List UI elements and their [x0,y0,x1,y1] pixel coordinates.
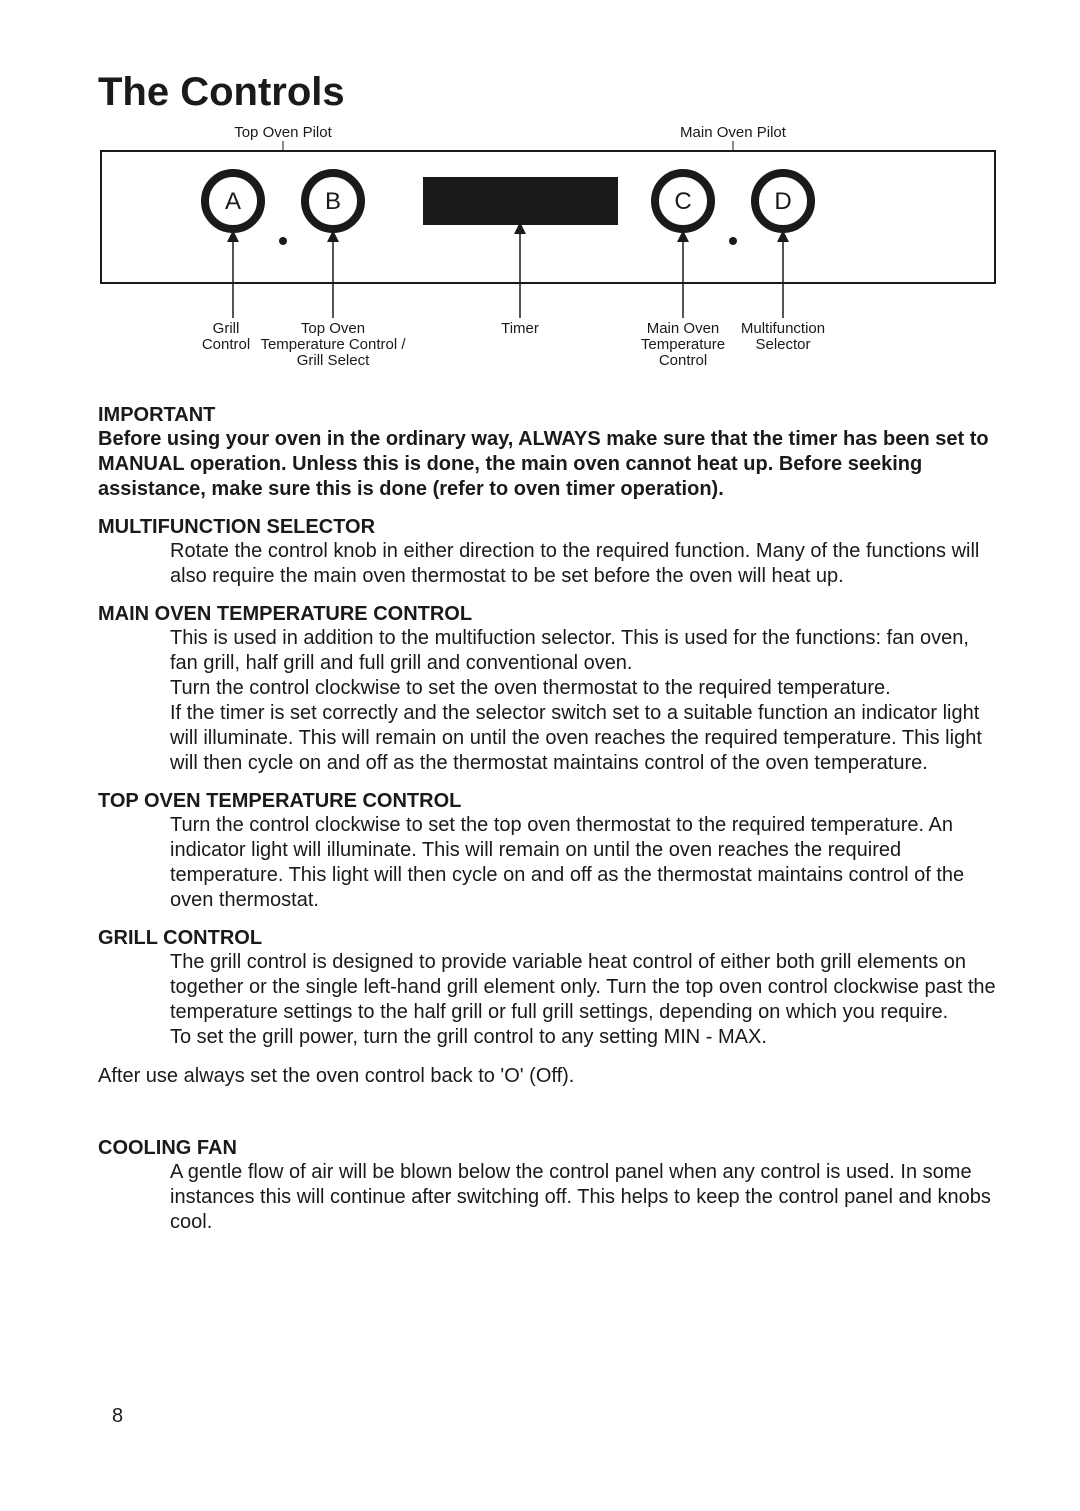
section-main-oven-temp: MAIN OVEN TEMPERATURE CONTROL This is us… [98,603,998,776]
svg-text:Multifunction: Multifunction [741,320,825,337]
page-content: The Controls Top Oven Pilot Main Oven Pil… [98,70,998,1249]
svg-text:C: C [674,188,691,215]
svg-text:A: A [225,188,241,215]
svg-text:B: B [325,188,341,215]
section-grill-control: GRILL CONTROL The grill control is desig… [98,927,998,1050]
svg-text:Main Oven: Main Oven [647,320,720,337]
svg-text:Temperature Control /: Temperature Control / [260,336,406,353]
heading-main-oven-temp: MAIN OVEN TEMPERATURE CONTROL [98,603,998,626]
svg-text:Main Oven Pilot: Main Oven Pilot [680,124,787,141]
body-multifunction: Rotate the control knob in either direct… [170,539,998,589]
heading-multifunction: MULTIFUNCTION SELECTOR [98,516,998,539]
body-grill-control: The grill control is designed to provide… [170,950,998,1050]
after-use-note: After use always set the oven control ba… [98,1064,998,1089]
svg-text:Temperature: Temperature [641,336,725,353]
svg-text:Timer: Timer [501,320,539,337]
body-cooling-fan: A gentle flow of air will be blown below… [170,1160,998,1235]
heading-cooling-fan: COOLING FAN [98,1137,998,1160]
section-multifunction: MULTIFUNCTION SELECTOR Rotate the contro… [98,516,998,589]
controls-diagram: Top Oven PilotMain Oven PilotABCDGrillCo… [98,123,998,373]
body-top-oven-temp: Turn the control clockwise to set the to… [170,813,998,913]
svg-text:Top Oven: Top Oven [301,320,365,337]
heading-important: IMPORTANT [98,404,998,427]
svg-text:Control: Control [202,336,250,353]
section-cooling-fan: COOLING FAN A gentle flow of air will be… [98,1137,998,1235]
svg-text:Control: Control [659,352,707,369]
body-main-oven-temp: This is used in addition to the multifuc… [170,626,998,776]
svg-text:Top Oven Pilot: Top Oven Pilot [234,124,332,141]
page-title: The Controls [98,70,998,115]
svg-text:Selector: Selector [755,336,810,353]
svg-text:D: D [774,188,791,215]
svg-text:Grill: Grill [213,320,240,337]
heading-top-oven-temp: TOP OVEN TEMPERATURE CONTROL [98,790,998,813]
page-number: 8 [112,1405,123,1428]
section-top-oven-temp: TOP OVEN TEMPERATURE CONTROL Turn the co… [98,790,998,913]
svg-text:Grill Select: Grill Select [297,352,370,369]
section-important: IMPORTANT Before using your oven in the … [98,404,998,502]
heading-grill-control: GRILL CONTROL [98,927,998,950]
body-important: Before using your oven in the ordinary w… [98,427,998,502]
